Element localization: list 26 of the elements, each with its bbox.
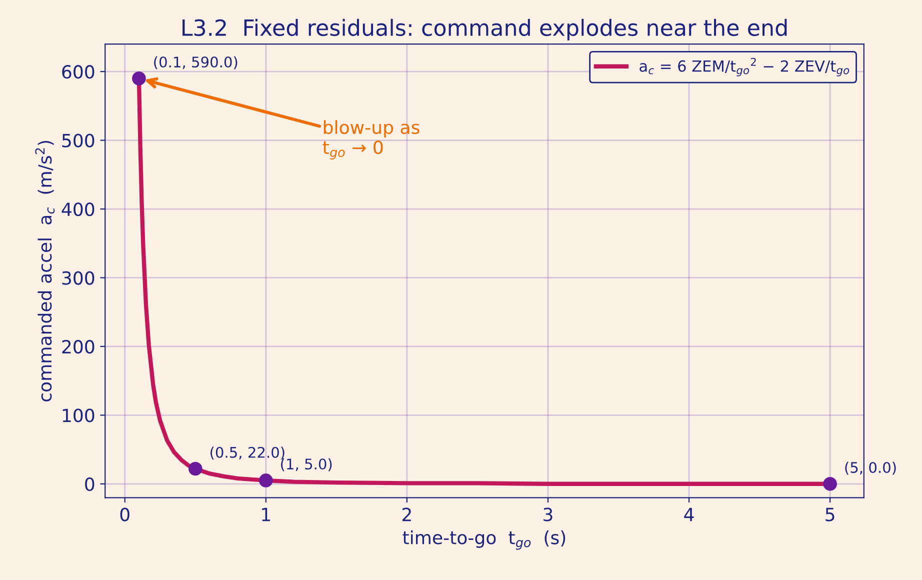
data-label: (0.1, 590.0) [154, 56, 238, 70]
point [823, 476, 837, 491]
point [132, 72, 146, 86]
x-tick-label: 1 [262, 508, 270, 522]
y-tick-label: 100 [62, 408, 94, 422]
data-label: (1, 5.0) [281, 458, 332, 472]
annotation: blow-up as t$_{go}$ → 0 [322, 120, 420, 160]
x-tick-label: 0 [120, 508, 130, 522]
legend-label: a$_{c}$ = 6 ZEM/t$_{go}$$^{2}$ − 2 ZEV/t$_{go}$ [640, 58, 850, 76]
y-tick-label: 500 [62, 134, 94, 148]
point [188, 462, 202, 476]
y-tick-label: 300 [62, 271, 94, 285]
data-label: (0.5, 22.0) [210, 446, 284, 460]
x-tick-label: 5 [826, 508, 834, 522]
y-tick-label: 0 [85, 477, 94, 492]
point [258, 474, 273, 488]
data-label: (5, 0.0) [845, 462, 896, 475]
chart-title: L3.2 Fixed residuals: command explodes near the end [182, 18, 787, 40]
y-tick-label: 200 [62, 340, 94, 354]
y-tick-label: 400 [62, 202, 94, 216]
x-tick-label: 3 [544, 508, 552, 522]
x-tick-label: 4 [684, 508, 694, 522]
x-tick-label: 2 [402, 508, 411, 522]
x-axis-title: time-to-go t$_{go}$ (s) [402, 530, 566, 550]
y-axis-title: commanded accel a$_{c}$ (m/s$^{2}$) [35, 140, 55, 402]
y-tick-label: 600 [62, 65, 94, 79]
